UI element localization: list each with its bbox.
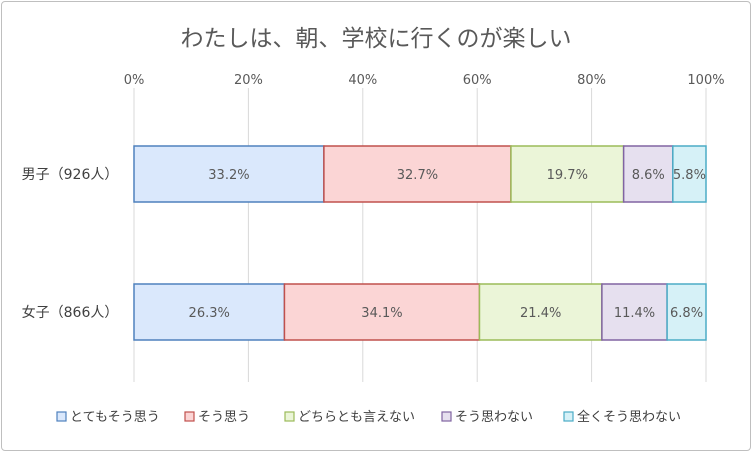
category-label: 女子（866人） xyxy=(22,304,119,321)
x-tick-label: 40% xyxy=(348,73,377,88)
data-label: 34.1% xyxy=(361,306,402,321)
legend-swatch xyxy=(441,411,452,422)
bar-segment xyxy=(601,283,668,341)
legend: とてもそう思う そう思う どちらとも言えない そう思わない 全くそう思わない xyxy=(56,409,681,425)
data-label: 19.7% xyxy=(547,168,588,183)
x-tick-label: 100% xyxy=(687,73,724,88)
x-tick-label: 60% xyxy=(463,73,492,88)
legend-label: そう思う xyxy=(198,410,250,425)
category-label: 男子（926人） xyxy=(22,167,119,183)
legend-label: そう思わない xyxy=(455,410,533,425)
legend-label: 全くそう思わない xyxy=(577,409,681,425)
legend-swatch xyxy=(56,411,67,422)
data-label: 8.6% xyxy=(632,168,665,183)
x-tick-labels: 0% 20% 40% 60% 80% 100% xyxy=(124,73,725,88)
data-label: 26.3% xyxy=(189,306,230,321)
x-tick-label: 20% xyxy=(234,73,263,88)
bar-segment xyxy=(672,145,707,203)
bar-segment xyxy=(478,283,603,341)
bar-segment xyxy=(283,283,481,341)
bar-segment xyxy=(622,145,674,203)
legend-swatch xyxy=(284,411,295,422)
legend-swatch xyxy=(563,411,574,422)
bar-segment xyxy=(510,145,625,203)
bar-segment xyxy=(133,283,286,341)
data-label: 21.4% xyxy=(520,306,561,321)
legend-label: とてもそう思う xyxy=(70,410,160,425)
legend-label: どちらとも言えない xyxy=(298,410,415,425)
bars: 33.2% 32.7% 19.7% 8.6% 5.8% 26.3% 34.1% 21.4% 11… xyxy=(133,145,707,341)
category-labels: 男子（926人） 女子（866人） xyxy=(22,167,119,321)
legend-swatch xyxy=(184,411,195,422)
x-tick-label: 0% xyxy=(124,73,145,88)
data-label: 6.8% xyxy=(670,306,703,321)
data-label: 5.8% xyxy=(673,168,706,183)
chart-title: わたしは、朝、学校に行くのが楽しい xyxy=(181,26,572,52)
data-label: 33.2% xyxy=(208,168,249,183)
bar-segment xyxy=(666,283,707,341)
data-label: 32.7% xyxy=(397,168,438,183)
x-tick-label: 80% xyxy=(577,73,606,88)
data-label: 11.4% xyxy=(614,306,655,321)
